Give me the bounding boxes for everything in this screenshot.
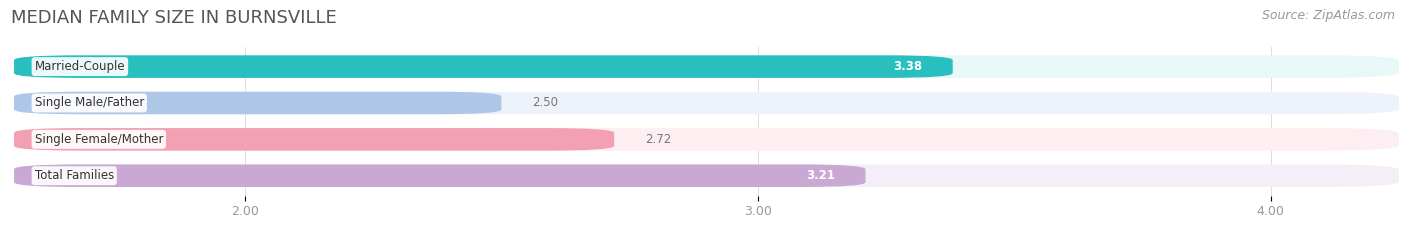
FancyBboxPatch shape: [14, 55, 953, 78]
Text: Single Male/Father: Single Male/Father: [35, 96, 143, 110]
FancyBboxPatch shape: [14, 92, 1399, 114]
FancyBboxPatch shape: [14, 55, 1399, 78]
Text: 3.38: 3.38: [893, 60, 922, 73]
Text: 3.21: 3.21: [806, 169, 835, 182]
FancyBboxPatch shape: [14, 128, 1399, 151]
FancyBboxPatch shape: [14, 164, 866, 187]
Text: 2.50: 2.50: [531, 96, 558, 110]
FancyBboxPatch shape: [14, 128, 614, 151]
Text: 2.72: 2.72: [645, 133, 671, 146]
FancyBboxPatch shape: [14, 164, 1399, 187]
Text: Total Families: Total Families: [35, 169, 114, 182]
FancyBboxPatch shape: [14, 92, 502, 114]
Text: Source: ZipAtlas.com: Source: ZipAtlas.com: [1261, 9, 1395, 22]
Text: MEDIAN FAMILY SIZE IN BURNSVILLE: MEDIAN FAMILY SIZE IN BURNSVILLE: [11, 9, 337, 27]
Text: Married-Couple: Married-Couple: [35, 60, 125, 73]
Text: Single Female/Mother: Single Female/Mother: [35, 133, 163, 146]
